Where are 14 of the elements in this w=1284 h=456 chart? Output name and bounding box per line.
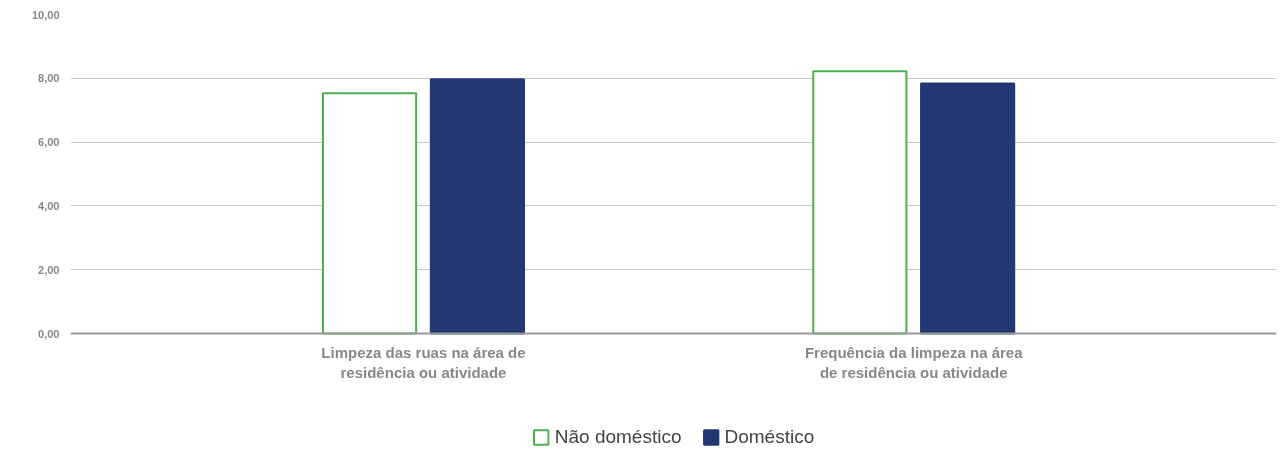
y-tick-label: 10,00 [31,8,60,21]
legend-label: Não doméstico [554,426,682,448]
x-tick-label: Frequência da limpeza na área de residência ou atividade [804,343,1024,382]
x-tick-label: Limpeza das ruas na área de residência ou atividade [321,343,526,382]
y-tick-label: 4,00 [38,199,60,212]
bar [812,70,908,335]
y-tick-label: 2,00 [38,263,60,276]
y-tick-label: 0,00 [38,327,60,340]
bar [321,92,418,335]
bar [429,78,525,335]
y-tick-label: 8,00 [38,72,60,85]
bar [920,82,1016,335]
y-tick-label: 6,00 [38,136,60,149]
legend-label: Doméstico [724,426,815,448]
